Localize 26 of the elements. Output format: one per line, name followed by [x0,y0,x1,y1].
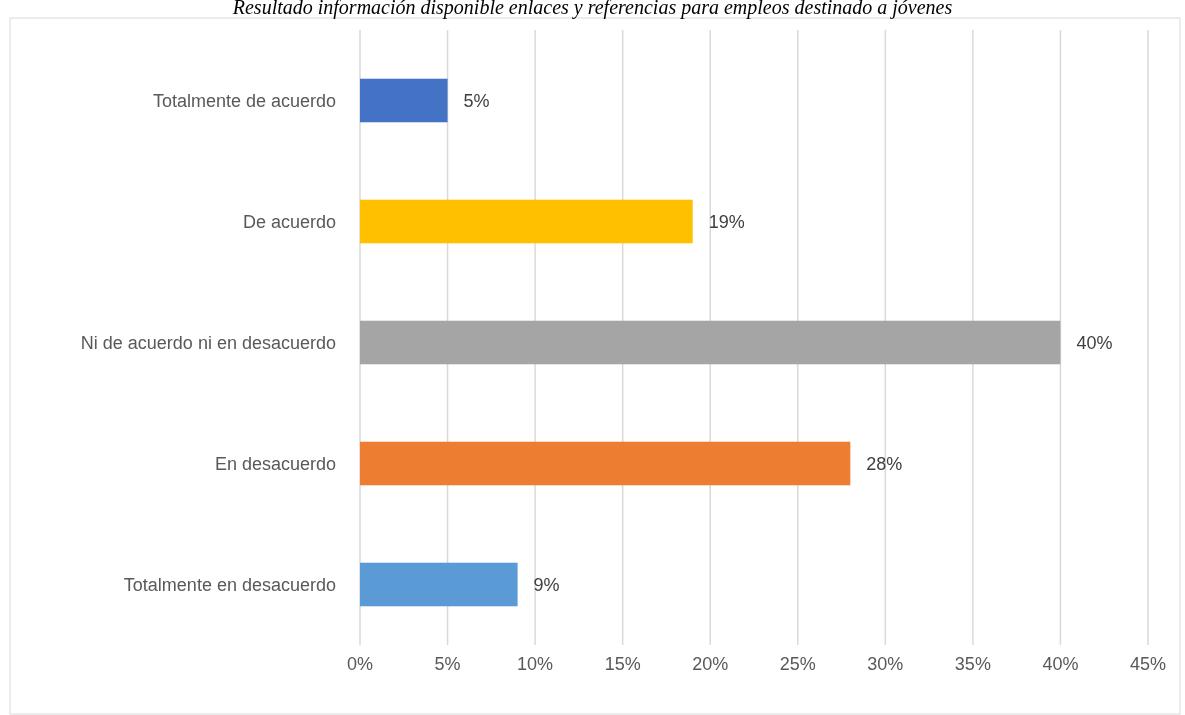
data-label: 9% [533,574,560,595]
x-tick-label: 35% [954,654,991,674]
bar [360,441,851,486]
x-tick-label: 0% [346,654,374,674]
x-tick-label: 10% [517,654,554,674]
data-label: 28% [866,453,903,474]
data-label: 19% [708,211,745,232]
bar [360,78,448,123]
x-tick-label: 30% [867,654,904,674]
x-tick-label: 5% [434,654,461,674]
y-tick-label: Totalmente de acuerdo [152,90,336,111]
data-label: 40% [1076,332,1113,353]
y-tick-label: Totalmente en desacuerdo [123,574,336,595]
data-label: 5% [463,90,490,111]
y-tick-label: En desacuerdo [214,453,336,474]
bar [360,562,518,607]
x-tick-label: 15% [604,654,641,674]
x-tick-label: 45% [1129,654,1167,674]
bar [360,199,693,244]
chart-title: Resultado información disponible enlaces y referencias para empleos destinado a jóvenes [231,0,953,19]
bar [360,320,1061,365]
x-tick-label: 25% [779,654,816,674]
y-tick-label: De acuerdo [242,211,336,232]
x-tick-label: 40% [1042,654,1079,674]
y-tick-label: Ni de acuerdo ni en desacuerdo [80,332,336,353]
x-tick-label: 20% [692,654,729,674]
